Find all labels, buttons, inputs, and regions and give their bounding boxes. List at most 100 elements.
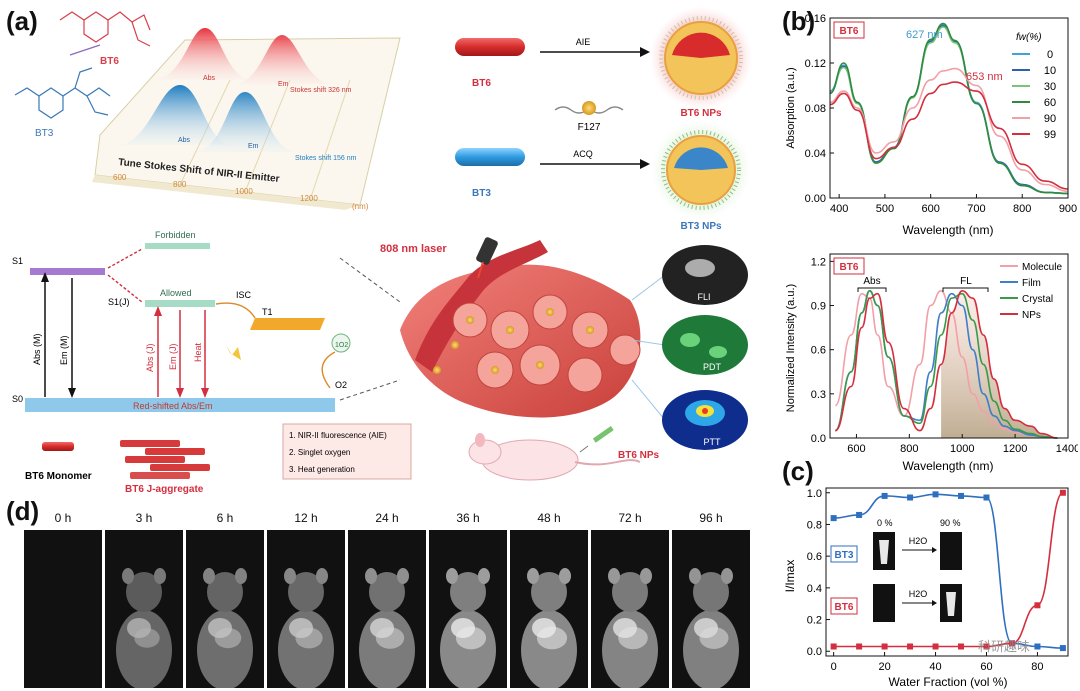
a-singlet-o2: 1O2 — [335, 342, 348, 349]
a-em-blue: Em — [248, 143, 259, 150]
d-mouse-head — [207, 572, 243, 612]
a-xtick-800: 800 — [173, 180, 187, 189]
c-xtick-label: 40 — [929, 661, 941, 673]
bt6-rod — [455, 38, 525, 56]
panel-c-chart: 0 20 40 60 80 0.0 0.2 0.4 0.6 0.8 1.0 Water Fracti… — [783, 487, 1069, 689]
b-bottom-ylabel: Normalized Intensity (a.u.) — [785, 284, 797, 412]
a-em-red: Em — [278, 81, 289, 88]
c-point-bt6 — [958, 643, 965, 650]
c-point-bt6 — [907, 643, 914, 650]
a-bt6-rod-label: BT6 — [472, 78, 491, 89]
a-aie-label: AIE — [576, 37, 591, 47]
b-top-lines — [829, 22, 1069, 195]
panel-label-d: (d) — [6, 496, 40, 526]
c-pct90: 90 % — [940, 518, 961, 528]
c-h2o-bottom: H2O — [909, 589, 928, 599]
c-point-bt6 — [983, 643, 990, 650]
d-tumor-signal — [295, 627, 323, 649]
a-bt3-nps-label: BT3 NPs — [680, 221, 722, 232]
b-bottom-ytick-label: 0.6 — [811, 345, 826, 357]
b-bottom-xtick-label: 800 — [900, 443, 918, 455]
b-top-series-0 — [829, 23, 1069, 195]
d-mouse-ear — [154, 568, 166, 584]
b-bottom-legend: Molecule Film Crystal NPs — [1000, 262, 1062, 321]
c-series — [830, 489, 1066, 652]
d-time-label: 24 h — [375, 511, 399, 525]
d-mouse-ear — [446, 568, 458, 584]
d-time-label: 6 h — [216, 511, 234, 525]
b-top-series-30 — [829, 26, 1069, 195]
a-stokes-bt3: Stokes shift 156 nm — [295, 155, 357, 162]
a-feature-1: 1. NIR-II fluorescence (AIE) — [289, 431, 387, 440]
b-top-xtick-label: 400 — [830, 203, 848, 215]
d-mouse-head — [288, 572, 324, 612]
d-mouse-frame — [105, 530, 183, 688]
b-top-xtick-label: 500 — [876, 203, 894, 215]
panel-label-a: (a) — [6, 6, 38, 36]
b-top-peak2: 653 nm — [966, 71, 1003, 83]
d-mouse-head — [612, 572, 648, 612]
c-vial-bt6-0 — [873, 584, 895, 622]
a-bt3-rod-label: BT3 — [472, 188, 491, 199]
c-xlabel: Water Fraction (vol %) — [889, 675, 1008, 689]
d-tumor-signal — [134, 628, 160, 648]
d-mouse-frame — [510, 530, 588, 688]
b-top-xtick-label: 900 — [1059, 203, 1077, 215]
b-bottom-xtick-label: 600 — [847, 443, 865, 455]
c-point-bt3 — [983, 494, 990, 501]
a-stokes-bt6: Stokes shift 326 nm — [290, 87, 352, 94]
a-xtick-1000: 1000 — [235, 187, 253, 196]
c-point-bt3 — [856, 511, 863, 518]
b-top-ytick-label: 0.12 — [805, 58, 826, 70]
b-bottom-legend-label: Crystal — [1022, 294, 1053, 305]
bt6-molecule — [59, 11, 151, 56]
a-abs-j: Abs (J) — [145, 343, 155, 372]
a-jagg: BT6 J-aggregate — [125, 484, 204, 495]
d-mouse-ear — [122, 568, 134, 584]
d-time-label: 48 h — [537, 511, 561, 525]
a-laser-label: 808 nm laser — [380, 243, 447, 255]
d-mouse-frame — [429, 530, 507, 688]
c-ytick-label: 0.6 — [807, 551, 822, 563]
b-bottom-tag-box — [833, 257, 865, 275]
d-tumor-signal — [455, 626, 487, 650]
a-abs-m: Abs (M) — [32, 333, 42, 365]
b-bottom-fl-area — [941, 290, 1058, 438]
b-bottom-tag: BT6 — [840, 262, 859, 273]
b-top-legend-label: 99 — [1044, 129, 1056, 141]
b-bottom-xtick-label: 1400 — [1056, 443, 1078, 455]
b-bottom-legend-label: NPs — [1022, 310, 1041, 321]
c-ytick-label: 0.0 — [807, 646, 822, 658]
d-mouse-ear — [608, 568, 620, 584]
a-monomer: BT6 Monomer — [25, 471, 92, 482]
c-ytick-label: 0.8 — [807, 519, 822, 531]
d-mouse-ear — [527, 568, 539, 584]
a-t1: T1 — [262, 307, 273, 317]
c-point-bt3 — [1059, 645, 1066, 652]
a-s1j: S1(J) — [108, 297, 130, 307]
a-bt3-label: BT3 — [35, 128, 54, 139]
b-top-tag: BT6 — [840, 26, 859, 37]
c-vial-bt3-90 — [940, 532, 962, 570]
b-top-peak1: 627 nm — [906, 29, 943, 41]
b-bottom-legend-label: Molecule — [1022, 262, 1062, 273]
c-xtick-label: 0 — [831, 661, 837, 673]
d-mouse-ear — [721, 568, 733, 584]
a-forbidden: Forbidden — [155, 230, 196, 240]
c-bt6-tag-box — [830, 597, 858, 615]
watermark: 科研趣味 — [978, 639, 1030, 654]
b-bottom-ytick-label: 0.9 — [811, 301, 826, 313]
b-top-xtick-label: 600 — [922, 203, 940, 215]
b-bottom-ticks: 600 800 1000 1200 1400 0.0 0.3 0.6 0.9 1.2 — [811, 256, 1078, 455]
bt3-rod — [455, 148, 525, 166]
b-bottom-xtick-label: 1000 — [950, 443, 974, 455]
b-top-legend-label: 60 — [1044, 97, 1056, 109]
a-abs-blue: Abs — [178, 137, 191, 144]
c-point-bt3 — [881, 492, 888, 499]
d-mouse-ear — [640, 568, 652, 584]
b-top-tag-box — [833, 21, 865, 39]
d-mouse-ear — [689, 568, 701, 584]
a-s0: S0 — [12, 394, 23, 404]
